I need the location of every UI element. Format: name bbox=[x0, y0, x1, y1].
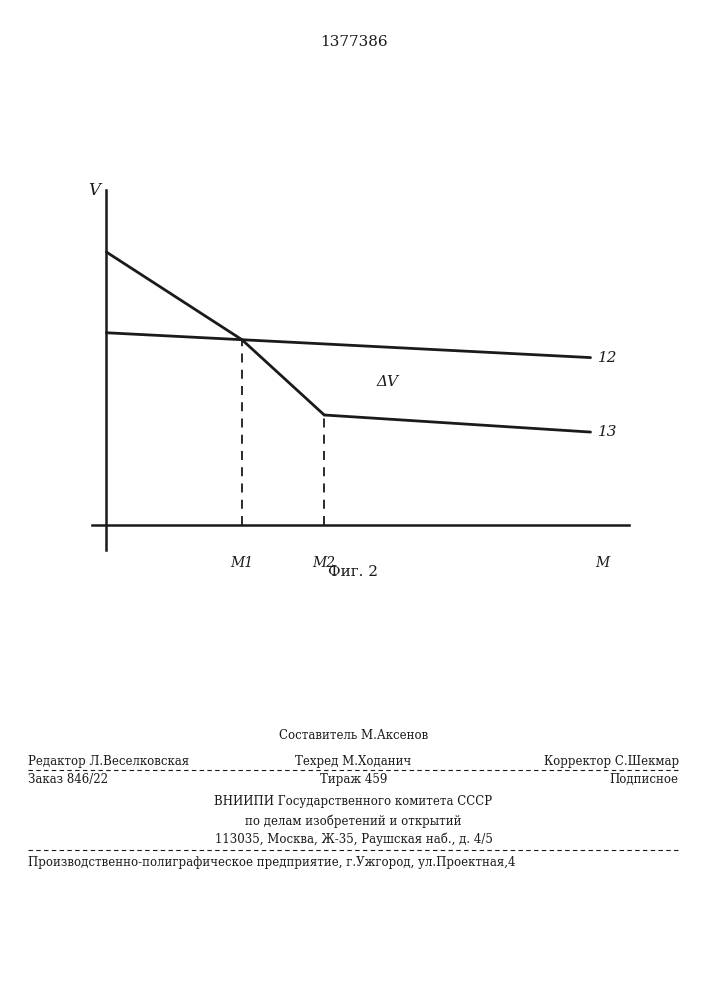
Text: V: V bbox=[88, 182, 100, 199]
Text: Подписное: Подписное bbox=[609, 773, 679, 786]
Text: 1377386: 1377386 bbox=[320, 35, 387, 49]
Text: M1: M1 bbox=[230, 556, 254, 570]
Text: M2: M2 bbox=[312, 556, 336, 570]
Text: 12: 12 bbox=[597, 351, 617, 365]
Text: Заказ 846/22: Заказ 846/22 bbox=[28, 773, 108, 786]
Text: 113035, Москва, Ж-35, Раушская наб., д. 4/5: 113035, Москва, Ж-35, Раушская наб., д. … bbox=[214, 833, 493, 846]
Text: ΔV: ΔV bbox=[376, 375, 398, 389]
Text: Тираж 459: Тираж 459 bbox=[320, 773, 387, 786]
Text: по делам изобретений и открытий: по делам изобретений и открытий bbox=[245, 814, 462, 828]
Text: Составитель М.Аксенов: Составитель М.Аксенов bbox=[279, 729, 428, 742]
Text: Редактор Л.Веселковская: Редактор Л.Веселковская bbox=[28, 755, 189, 768]
Text: ВНИИПИ Государственного комитета СССР: ВНИИПИ Государственного комитета СССР bbox=[214, 795, 493, 808]
Text: M: M bbox=[595, 556, 609, 570]
Text: Производственно-полиграфическое предприятие, г.Ужгород, ул.Проектная,4: Производственно-полиграфическое предприя… bbox=[28, 856, 516, 869]
Text: Техред М.Ходанич: Техред М.Ходанич bbox=[296, 755, 411, 768]
Text: Фиг. 2: Фиг. 2 bbox=[329, 565, 378, 579]
Text: 13: 13 bbox=[597, 425, 617, 439]
Text: Корректор С.Шекмар: Корректор С.Шекмар bbox=[544, 755, 679, 768]
